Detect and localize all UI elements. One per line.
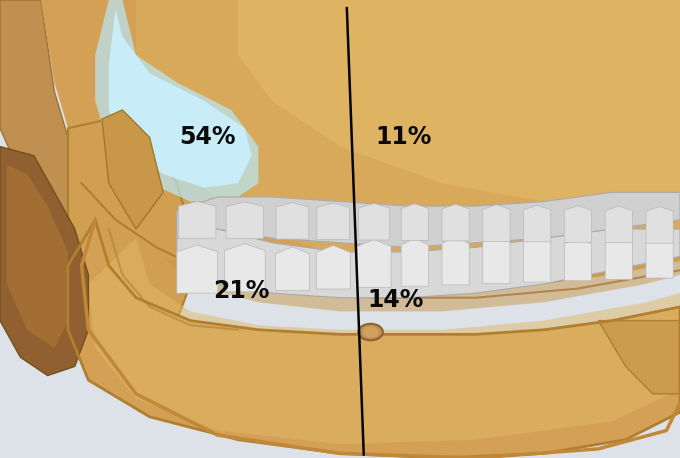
Polygon shape	[275, 247, 309, 290]
Polygon shape	[7, 165, 68, 348]
Polygon shape	[177, 220, 680, 298]
Polygon shape	[88, 238, 680, 444]
Polygon shape	[0, 147, 88, 376]
Polygon shape	[68, 119, 190, 330]
Polygon shape	[238, 0, 680, 206]
Polygon shape	[442, 204, 469, 241]
Text: 21%: 21%	[214, 279, 269, 303]
Polygon shape	[605, 236, 632, 279]
Polygon shape	[226, 202, 264, 239]
Polygon shape	[483, 205, 510, 241]
Polygon shape	[276, 202, 309, 239]
Polygon shape	[109, 9, 252, 188]
Circle shape	[362, 327, 379, 338]
Text: 14%: 14%	[368, 288, 424, 312]
Polygon shape	[359, 203, 389, 240]
Text: 54%: 54%	[179, 125, 236, 149]
Polygon shape	[136, 0, 680, 275]
Polygon shape	[401, 204, 428, 240]
Polygon shape	[224, 244, 265, 292]
Polygon shape	[0, 0, 95, 229]
Polygon shape	[163, 256, 680, 311]
Polygon shape	[41, 0, 680, 289]
Polygon shape	[564, 206, 592, 242]
Polygon shape	[646, 207, 673, 243]
Polygon shape	[357, 240, 391, 288]
Polygon shape	[524, 234, 551, 282]
Text: 11%: 11%	[375, 125, 431, 149]
Polygon shape	[564, 237, 592, 281]
Circle shape	[358, 324, 383, 340]
Polygon shape	[605, 206, 632, 243]
Polygon shape	[598, 321, 680, 394]
Polygon shape	[483, 235, 510, 284]
Polygon shape	[178, 202, 216, 238]
Polygon shape	[317, 203, 350, 240]
Polygon shape	[95, 0, 258, 202]
Polygon shape	[177, 245, 218, 293]
Polygon shape	[442, 237, 469, 285]
Polygon shape	[177, 192, 680, 247]
Polygon shape	[401, 238, 428, 286]
Polygon shape	[524, 205, 551, 242]
Polygon shape	[102, 110, 163, 229]
Polygon shape	[316, 245, 350, 289]
Polygon shape	[646, 234, 673, 278]
Polygon shape	[68, 220, 680, 458]
